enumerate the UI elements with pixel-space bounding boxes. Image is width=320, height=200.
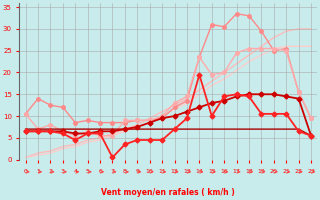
X-axis label: Vent moyen/en rafales ( km/h ): Vent moyen/en rafales ( km/h ): [101, 188, 235, 197]
